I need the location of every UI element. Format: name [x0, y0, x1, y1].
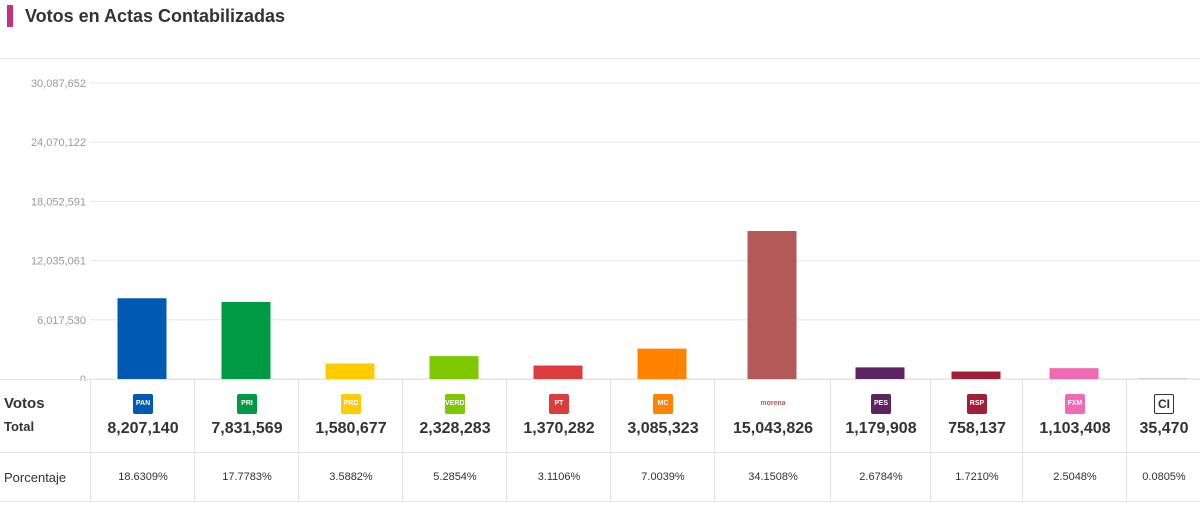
prd-logo-icon: PRD — [341, 394, 361, 414]
party-percentage: 18.6309% — [118, 471, 168, 483]
pan-logo-icon: PAN — [133, 394, 153, 414]
party-percentage: 7.0039% — [641, 471, 685, 483]
y-tick-label: 30,087,652 — [31, 78, 86, 90]
pt-logo-icon: PT — [549, 394, 569, 414]
party-percentage: 2.5048% — [1053, 471, 1097, 483]
pvem-logo-icon: VERDE — [445, 394, 465, 414]
mc-logo-icon: MC — [653, 394, 673, 414]
chart-title: Votos en Actas Contabilizadas — [25, 6, 286, 26]
rsp-logo-icon: RSP — [967, 394, 987, 414]
morena-logo-icon: morena — [753, 394, 793, 414]
party-votes: 1,179,908 — [845, 420, 917, 437]
pes-logo-icon: PES — [871, 394, 891, 414]
party-column: PRD 1,580,677 3.5882% — [298, 380, 403, 501]
party-percentage: 3.5882% — [329, 471, 373, 483]
party-column: RSP 758,137 1.7210% — [930, 380, 1023, 501]
bar-morena[interactable] — [747, 231, 797, 379]
party-column: CI 35,470 0.0805% — [1126, 380, 1200, 501]
table-mid-border — [0, 452, 1200, 453]
total-label: Total — [4, 419, 35, 434]
party-percentage: 17.7783% — [222, 471, 272, 483]
chart-header: Votos en Actas Contabilizadas — [0, 0, 1200, 59]
party-percentage: 1.7210% — [955, 471, 999, 483]
party-votes: 1,103,408 — [1039, 420, 1111, 437]
party-votes: 8,207,140 — [107, 420, 179, 437]
ci-logo-icon: CI — [1154, 394, 1174, 414]
y-tick-label: 6,017,530 — [37, 315, 86, 327]
party-votes: 7,831,569 — [211, 420, 283, 437]
party-column: PES 1,179,908 2.6784% — [830, 380, 931, 501]
table-bottom-border — [0, 501, 1200, 502]
party-votes: 35,470 — [1139, 420, 1189, 437]
y-tick-label: 12,035,061 — [31, 256, 86, 268]
party-percentage: 34.1508% — [748, 471, 798, 483]
bar-fxm[interactable] — [1049, 368, 1099, 379]
y-tick-label: 0 — [80, 374, 86, 381]
table-top-border — [0, 379, 1200, 380]
bar-prd[interactable] — [325, 363, 375, 379]
fxm-logo-icon: FXM — [1065, 394, 1085, 414]
bar-pan[interactable] — [117, 298, 167, 379]
party-votes: 15,043,826 — [732, 420, 814, 437]
y-tick-label: 24,070,122 — [31, 137, 86, 149]
party-percentage: 5.2854% — [433, 471, 477, 483]
party-votes: 758,137 — [948, 420, 1006, 437]
party-column: FXM 1,103,408 2.5048% — [1022, 380, 1127, 501]
bar-pri[interactable] — [221, 301, 271, 379]
party-votes: 2,328,283 — [419, 420, 491, 437]
party-votes: 3,085,323 — [627, 420, 699, 437]
bar-mc[interactable] — [637, 348, 687, 379]
party-percentage: 2.6784% — [859, 471, 903, 483]
party-column: morena 15,043,826 34.1508% — [714, 380, 831, 501]
bar-rsp[interactable] — [951, 371, 1001, 379]
porcentaje-label: Porcentaje — [4, 470, 67, 485]
bar-chart: 30,087,652 24,070,122 18,052,591 12,035,061… — [31, 78, 1200, 381]
y-tick-label: 18,052,591 — [31, 196, 86, 208]
party-column: PAN 8,207,140 18.6309% — [90, 380, 195, 501]
bar-pt[interactable] — [533, 365, 583, 379]
pri-logo-icon: PRI — [237, 394, 257, 414]
bar-pes[interactable] — [855, 367, 905, 379]
party-votes: 1,370,282 — [523, 420, 595, 437]
party-column: PT 1,370,282 3.1106% — [506, 380, 611, 501]
accent-bar — [7, 5, 13, 27]
bar-pvem[interactable] — [429, 356, 479, 379]
party-column: MC 3,085,323 7.0039% — [610, 380, 715, 501]
party-column: PRI 7,831,569 17.7783% — [194, 380, 299, 501]
votos-label: Votos — [4, 395, 45, 412]
party-percentage: 3.1106% — [537, 471, 581, 483]
party-percentage: 0.0805% — [1142, 471, 1186, 483]
party-votes: 1,580,677 — [315, 420, 387, 437]
party-column: VERDE 2,328,283 5.2854% — [402, 380, 507, 501]
